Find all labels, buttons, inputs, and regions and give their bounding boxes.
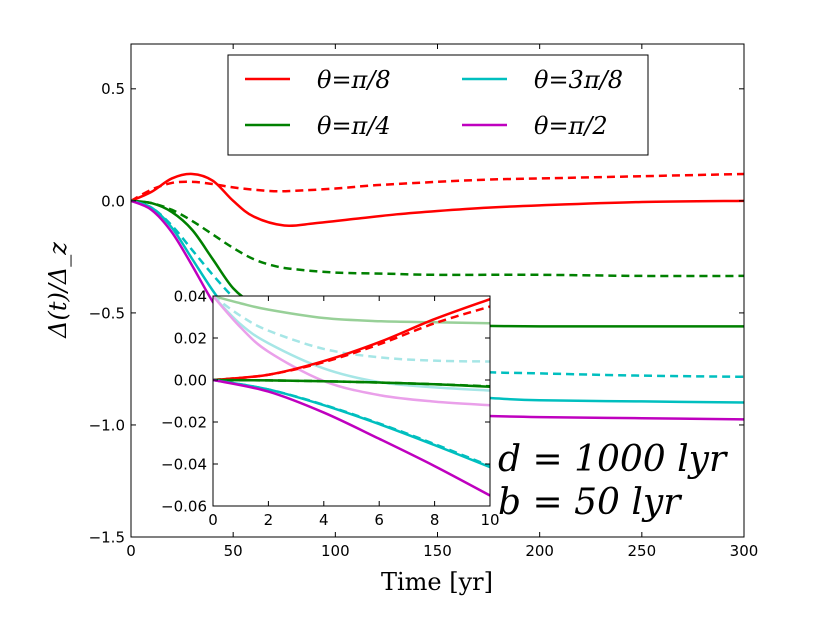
inset-x-tick-label: 6 — [374, 511, 384, 529]
main-series-theta-pi-8 — [131, 172, 744, 228]
main-series-theta-pi-4-dashed — [131, 199, 744, 278]
inset-plot-lines — [213, 297, 490, 497]
main-y-tick-label: 0.5 — [101, 80, 125, 98]
main-series-theta-pi-8-dashed — [131, 172, 744, 202]
y-axis-label: Δ(t)/Δ_z — [44, 242, 72, 339]
inset-series-theta-pi-4-dashed — [213, 378, 490, 388]
main-x-tick-label: 0 — [126, 542, 136, 560]
inset-bg-series-theta-3pi-8-dashed — [213, 296, 490, 363]
main-x-tick-label: 100 — [321, 542, 350, 560]
inset-series-theta-pi-2 — [213, 378, 490, 497]
inset-series-theta-pi-8 — [213, 297, 490, 382]
main-y-tick-label: −0.5 — [89, 304, 125, 322]
legend-label-pi-4: θ=π/4 — [317, 112, 391, 140]
legend-label-3pi-8: θ=3π/8 — [534, 66, 623, 94]
inset-bg-series-theta-3pi-8 — [213, 296, 490, 392]
main-y-tick-label: 0.0 — [101, 192, 125, 210]
annotation-distance: d = 1000 lyr — [498, 439, 728, 480]
inset-axis-ticks: 0 2 4 6 8 10 0.04 0.02 0.00 −0.02 −0.04 −0.06 — [161, 287, 500, 529]
inset-axes-frame — [212, 295, 491, 507]
inset-y-tick-label: −0.04 — [161, 455, 207, 473]
inset-bg-series-theta-pi-4 — [213, 296, 490, 325]
main-x-tick-label: 250 — [628, 542, 657, 560]
main-x-tick-label: 300 — [730, 542, 759, 560]
annotation-impact-parameter: b = 50 lyr — [498, 482, 682, 523]
inset-x-tick-label: 8 — [430, 511, 440, 529]
inset-series-theta-pi-8-dashed — [213, 305, 490, 382]
inset-x-tick-label: 2 — [264, 511, 274, 529]
legend-label-pi-8: θ=π/8 — [317, 66, 391, 94]
legend-box — [227, 54, 649, 156]
main-y-tick-label: −1.5 — [89, 528, 125, 546]
legend: θ=π/8 θ=π/4 θ=3π/8 θ=π/2 — [227, 54, 649, 156]
main-x-tick-label: 200 — [525, 542, 554, 560]
legend-label-pi-2: θ=π/2 — [534, 112, 608, 140]
main-x-tick-label: 150 — [423, 542, 452, 560]
x-axis-label: Time [yr] — [381, 568, 493, 596]
inset-series-theta-3pi-8-dashed — [213, 378, 490, 468]
inset-x-tick-label: 4 — [319, 511, 329, 529]
inset-x-tick-label: 0 — [208, 511, 218, 529]
inset-y-tick-label: −0.02 — [161, 413, 207, 431]
inset-y-tick-label: 0.04 — [174, 287, 207, 305]
main-y-tick-label: −1.0 — [89, 416, 125, 434]
inset-y-tick-label: −0.06 — [161, 497, 207, 515]
inset-y-tick-label: 0.00 — [174, 371, 207, 389]
inset-y-tick-label: 0.02 — [174, 329, 207, 347]
inset-x-tick-label: 10 — [480, 511, 499, 529]
main-x-tick-label: 50 — [224, 542, 243, 560]
